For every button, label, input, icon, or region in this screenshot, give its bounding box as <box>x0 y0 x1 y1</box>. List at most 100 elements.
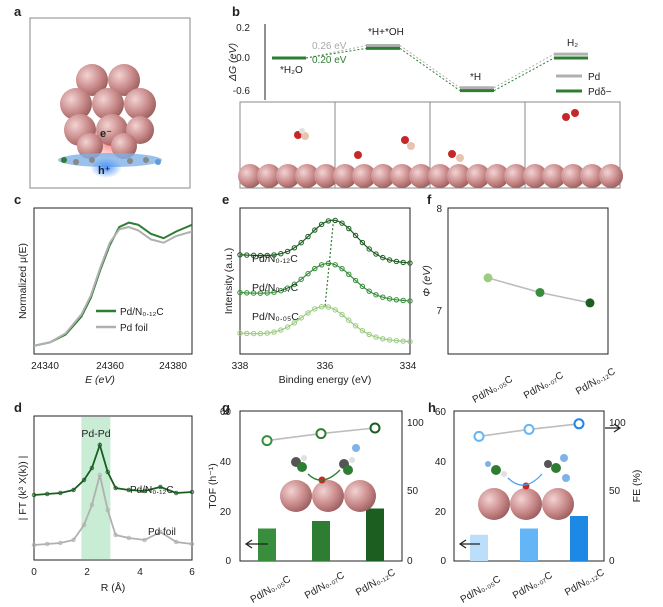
d-point-0 <box>113 485 118 491</box>
g-series <box>258 422 384 561</box>
c-legend-1: Pd/N₀.₁₂C <box>120 307 164 318</box>
c-xlabel: E (eV) <box>85 374 115 386</box>
f-cat-2: Pd/N₀.₀₇C <box>522 370 566 402</box>
e-point-2 <box>284 324 291 330</box>
g-rtick-50: 50 <box>407 486 419 497</box>
e-point-2 <box>393 337 400 344</box>
b-slab-atom <box>390 164 414 188</box>
h-ytick-60: 60 <box>435 407 447 418</box>
d-frame <box>33 415 193 561</box>
f-ytick-2: 7 <box>436 306 442 317</box>
e-point-2 <box>237 330 243 336</box>
e-point-2 <box>250 330 257 337</box>
b-slab-atom <box>409 164 433 188</box>
e-point-0 <box>264 252 270 259</box>
b-annot-pd: 0.26 eV <box>312 41 347 52</box>
e-point-1 <box>291 281 298 287</box>
h-rtick-50: 50 <box>609 486 621 497</box>
d-point-0 <box>158 484 163 490</box>
e-point-2 <box>339 311 345 318</box>
d-point-1 <box>189 541 195 547</box>
panel-h: 60 40 20 0 100 50 0 FE (%) Pd/N₀.₀₅C Pd/… <box>435 407 643 606</box>
c-xtick-1: 24340 <box>31 361 59 372</box>
h-right-point-0 <box>473 430 485 442</box>
d-point-0 <box>97 442 103 448</box>
c-ylabel: Normalized μ(E) <box>17 243 29 319</box>
e-point-2 <box>346 317 352 323</box>
panel-label-a: a <box>14 4 22 19</box>
e-point-1 <box>284 285 291 291</box>
hole-glow <box>90 158 122 178</box>
e-point-0 <box>359 239 366 246</box>
e-point-2 <box>325 304 332 310</box>
g-rtick-100: 100 <box>407 418 424 429</box>
c-frame <box>33 207 193 355</box>
e-point-0 <box>352 232 359 239</box>
b-energy-diagram <box>272 44 588 93</box>
e-point-1 <box>271 289 277 295</box>
g-ytick-60: 60 <box>220 407 232 418</box>
e-point-1 <box>400 297 406 304</box>
e-series <box>237 217 413 345</box>
b-slab-atom <box>561 164 585 188</box>
b-slab-atom <box>599 164 623 188</box>
e-point-2 <box>380 336 386 342</box>
e-point-1 <box>386 296 393 302</box>
e-point-1 <box>244 290 250 296</box>
e-xtick-1: 338 <box>232 361 249 372</box>
f-point-2 <box>585 298 595 308</box>
e-point-1 <box>237 289 243 296</box>
d-point-0 <box>105 469 110 475</box>
b-slab-atom <box>276 164 300 188</box>
e-point-2 <box>366 331 372 338</box>
g-arrow-left <box>244 539 268 549</box>
e-point-1 <box>332 262 338 268</box>
d-point-1 <box>113 532 118 538</box>
b-slab-atom <box>333 164 357 188</box>
support-atoms <box>61 157 161 165</box>
d-point-1 <box>105 507 110 513</box>
panel-f: 8 7 Φ (eV) Pd/N₀.₀₅C Pd/N₀.₀₇C Pd/N₀.₁₂C <box>421 204 617 406</box>
d-point-0 <box>81 477 87 483</box>
e-peak-guide <box>324 220 335 307</box>
e-point-0 <box>386 257 393 263</box>
b-annot-pdd: 0.20 eV <box>312 55 347 66</box>
d-point-0 <box>71 487 76 493</box>
d-point-0 <box>44 491 50 497</box>
e-point-0 <box>407 260 413 266</box>
d-label-1: Pd/N₀.₁₂C <box>130 485 174 496</box>
e-point-0 <box>393 258 400 265</box>
h-series <box>470 418 588 561</box>
h-right-point-1 <box>523 423 535 435</box>
f-cat-3: Pd/N₀.₁₂C <box>574 366 617 397</box>
e-point-1 <box>407 298 413 304</box>
b-connector-0-2 <box>493 53 555 89</box>
b-slab-atom <box>238 164 262 188</box>
h-inset <box>478 454 574 520</box>
g-ylabel: TOF (h⁻¹) <box>207 463 219 509</box>
e-point-2 <box>373 334 379 340</box>
d-point-0 <box>31 492 37 498</box>
e-label-2: Pd/N₀.₀₇C <box>252 282 299 294</box>
e-point-0 <box>250 252 257 259</box>
e-point-2 <box>271 329 277 335</box>
e-point-1 <box>339 265 345 272</box>
pd-cluster <box>60 64 156 159</box>
g-rtick-0: 0 <box>407 556 413 567</box>
e-point-2 <box>257 330 264 337</box>
e-point-1 <box>298 276 304 282</box>
d-point-1 <box>158 529 163 535</box>
e-point-0 <box>400 259 406 266</box>
e-point-1 <box>305 271 311 277</box>
d-point-1 <box>58 540 63 546</box>
d-point-1 <box>71 537 76 543</box>
d-point-1 <box>31 542 37 548</box>
f-frame <box>447 207 609 355</box>
c-xtick-2: 24360 <box>96 361 124 372</box>
e-point-2 <box>352 323 359 329</box>
h-ytick-0: 0 <box>440 556 446 567</box>
e-point-0 <box>278 251 284 257</box>
panel-label-h: h <box>428 400 436 415</box>
e-ylabel: Intensity (a.u.) <box>223 248 235 315</box>
b-slab-atom <box>580 164 604 188</box>
